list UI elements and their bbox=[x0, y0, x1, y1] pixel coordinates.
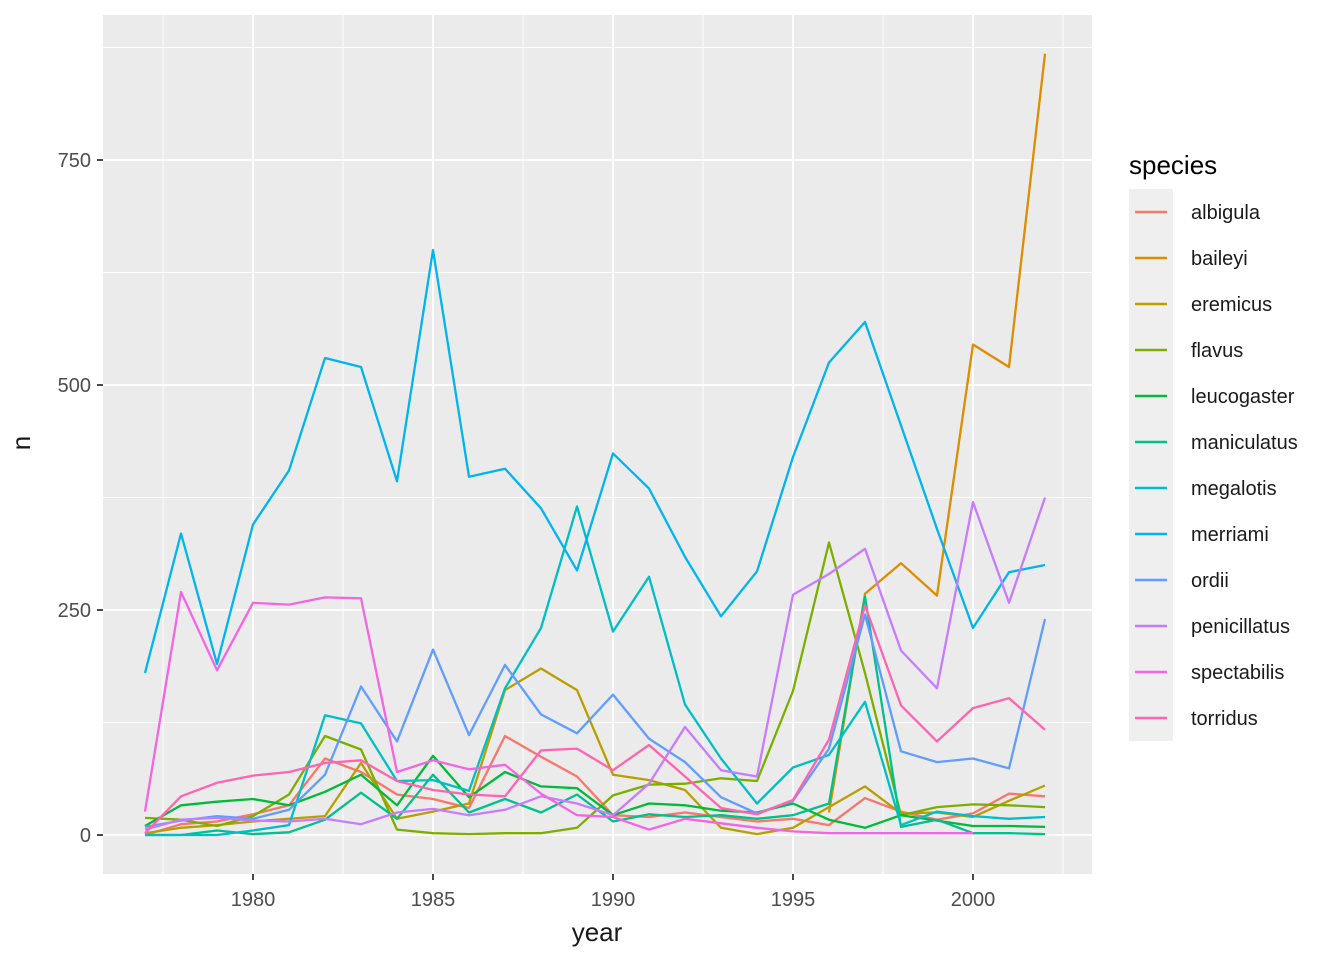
legend-item-megalotis: megalotis bbox=[1135, 478, 1277, 500]
x-axis-title: year bbox=[572, 917, 623, 947]
legend-item-baileyi: baileyi bbox=[1135, 248, 1248, 270]
legend-label-flavus: flavus bbox=[1191, 340, 1243, 362]
legend-label-merriami: merriami bbox=[1191, 524, 1269, 546]
series-line-penicillatus bbox=[144, 497, 1047, 831]
legend-label-leucogaster: leucogaster bbox=[1191, 386, 1295, 408]
legend-label-spectabilis: spectabilis bbox=[1191, 662, 1284, 684]
gridline-layer bbox=[103, 15, 1092, 874]
x-tick-label: 2000 bbox=[951, 889, 996, 911]
series-line-spectabilis bbox=[143, 590, 973, 835]
y-tick-label: 750 bbox=[58, 150, 91, 172]
series-line-ordii bbox=[144, 613, 1047, 829]
series-line-merriami bbox=[143, 248, 1046, 674]
x-tick-label: 1995 bbox=[771, 889, 816, 911]
legend-item-albigula: albigula bbox=[1135, 202, 1261, 224]
y-tick-label: 500 bbox=[58, 375, 91, 397]
legend-item-ordii: ordii bbox=[1135, 570, 1229, 592]
series-line-megalotis bbox=[145, 505, 1046, 837]
x-tick-label: 1990 bbox=[591, 889, 636, 911]
legend-item-penicillatus: penicillatus bbox=[1135, 616, 1290, 638]
legend-key-strip bbox=[1129, 189, 1173, 741]
legend-label-megalotis: megalotis bbox=[1191, 478, 1277, 500]
y-tick-label: 250 bbox=[58, 600, 91, 622]
legend-label-baileyi: baileyi bbox=[1191, 248, 1248, 270]
series-line-maniculatus bbox=[145, 595, 1046, 837]
x-tick-label: 1985 bbox=[411, 889, 456, 911]
legend-item-spectabilis: spectabilis bbox=[1135, 662, 1284, 684]
series-line-baileyi bbox=[827, 53, 1047, 813]
series-line-eremicus bbox=[144, 667, 1046, 836]
legend-item-torridus: torridus bbox=[1135, 708, 1258, 730]
legend-item-leucogaster: leucogaster bbox=[1135, 386, 1295, 408]
legend-label-eremicus: eremicus bbox=[1191, 294, 1272, 316]
legend-item-eremicus: eremicus bbox=[1135, 294, 1272, 316]
legend-label-albigula: albigula bbox=[1191, 202, 1261, 224]
legend-item-maniculatus: maniculatus bbox=[1135, 432, 1298, 454]
legend-label-ordii: ordii bbox=[1191, 570, 1229, 592]
legend-title: species bbox=[1129, 150, 1217, 180]
legend-label-penicillatus: penicillatus bbox=[1191, 616, 1290, 638]
legend-label-maniculatus: maniculatus bbox=[1191, 432, 1298, 454]
series-line-torridus bbox=[144, 604, 1046, 835]
plot-panel bbox=[103, 15, 1092, 874]
legend-label-torridus: torridus bbox=[1191, 708, 1258, 730]
y-tick-label: 0 bbox=[80, 825, 91, 847]
x-tick-label: 1980 bbox=[231, 889, 276, 911]
series-layer bbox=[143, 53, 1047, 837]
plot-panel-layer bbox=[103, 15, 1092, 874]
legend: albigula baileyi eremicus flavus leucogaster… bbox=[1129, 189, 1298, 741]
legend-item-flavus: flavus bbox=[1135, 340, 1243, 362]
y-axis-title: n bbox=[6, 436, 36, 450]
legend-item-merriami: merriami bbox=[1135, 524, 1269, 546]
axis-tick-layer: 1980 1985 1990 1995 2000 0 250 500 750 bbox=[58, 150, 996, 911]
